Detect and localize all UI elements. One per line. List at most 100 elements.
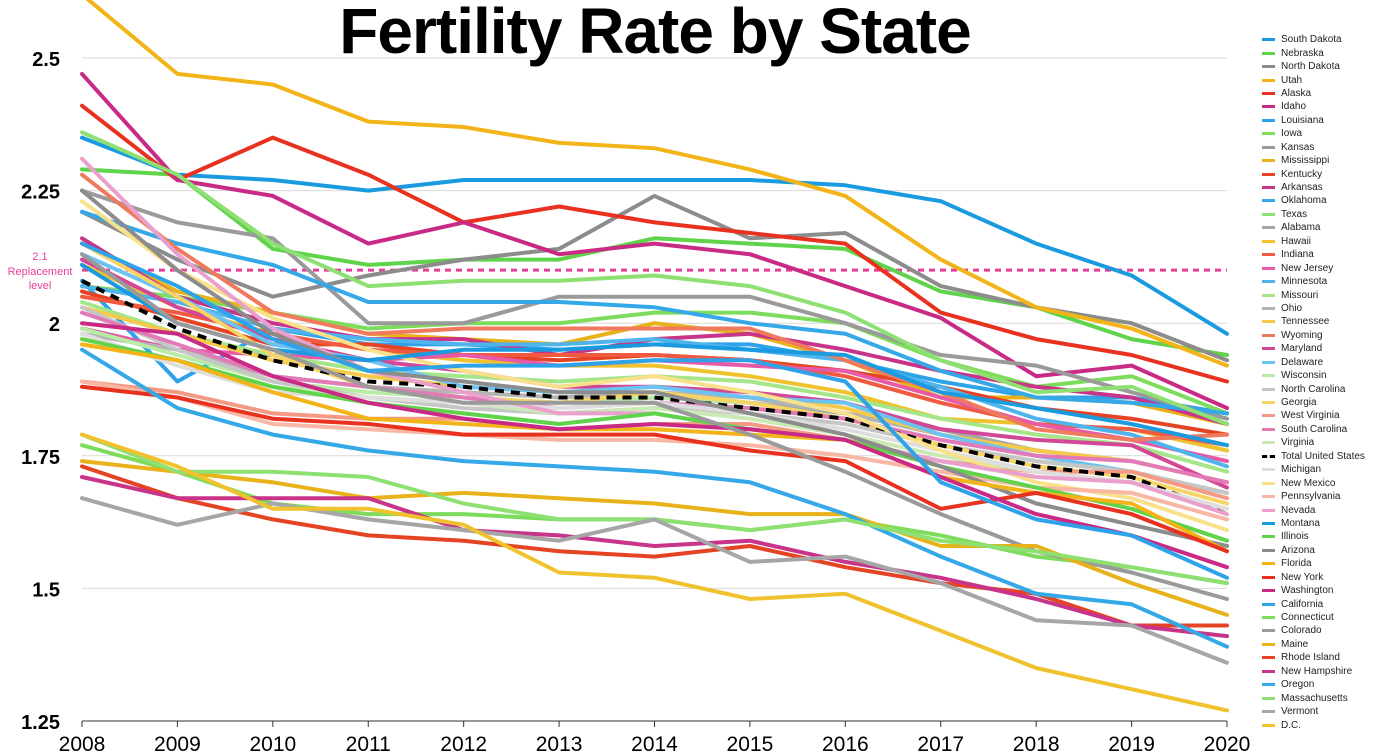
legend-item: Oklahoma bbox=[1262, 194, 1377, 207]
x-tick-label: 2020 bbox=[1204, 733, 1251, 754]
legend-label: Oklahoma bbox=[1281, 195, 1327, 207]
legend-item: Hawaii bbox=[1262, 235, 1377, 248]
legend-swatch bbox=[1262, 253, 1275, 257]
legend-item: Oregon bbox=[1262, 678, 1377, 691]
legend-swatch bbox=[1262, 266, 1275, 270]
legend-swatch bbox=[1262, 495, 1275, 499]
legend-swatch bbox=[1262, 172, 1275, 176]
legend-swatch bbox=[1262, 508, 1275, 512]
legend-item: Colorado bbox=[1262, 624, 1377, 637]
series-line-new-hampshire bbox=[80, 475, 1229, 639]
legend-swatch bbox=[1262, 468, 1275, 472]
legend-item: Nevada bbox=[1262, 503, 1377, 516]
series-line-south-dakota bbox=[80, 135, 1229, 336]
x-tick-label: 2015 bbox=[727, 733, 774, 754]
x-tick-label: 2017 bbox=[917, 733, 964, 754]
series-line-alaska bbox=[80, 103, 1229, 384]
legend-item: Louisiana bbox=[1262, 114, 1377, 127]
legend-swatch bbox=[1262, 293, 1275, 297]
legend-label: D.C. bbox=[1281, 719, 1301, 731]
legend-label: Indiana bbox=[1281, 249, 1314, 261]
legend-item: South Carolina bbox=[1262, 423, 1377, 436]
series-line-d-c bbox=[80, 432, 1229, 713]
series-line-idaho bbox=[80, 71, 1229, 411]
legend-swatch bbox=[1262, 401, 1275, 405]
legend-swatch bbox=[1262, 454, 1275, 458]
replacement-label-value: 2.1 bbox=[32, 251, 47, 263]
legend-label: Tennessee bbox=[1281, 316, 1330, 328]
series-line-wyoming bbox=[80, 172, 1229, 442]
legend-item: South Dakota bbox=[1262, 33, 1377, 46]
legend: South Dakota Nebraska North Dakota Utah Alas… bbox=[1262, 33, 1377, 732]
series-line-total-united-states bbox=[81, 279, 1228, 516]
legend-swatch bbox=[1262, 132, 1275, 136]
legend-label: Michigan bbox=[1281, 464, 1322, 476]
legend-item: Georgia bbox=[1262, 396, 1377, 409]
y-tick-label: 2 bbox=[49, 314, 60, 336]
legend-label: Delaware bbox=[1281, 356, 1324, 368]
legend-label: Nebraska bbox=[1281, 47, 1324, 59]
legend-label: Mississippi bbox=[1281, 155, 1330, 167]
legend-item: Wyoming bbox=[1262, 329, 1377, 342]
legend-label: South Dakota bbox=[1281, 34, 1342, 46]
legend-label: Louisiana bbox=[1281, 114, 1324, 126]
legend-swatch bbox=[1262, 159, 1275, 163]
legend-item: Pennsylvania bbox=[1262, 490, 1377, 503]
legend-label: Idaho bbox=[1281, 101, 1307, 113]
legend-swatch bbox=[1262, 589, 1275, 593]
series-line-california bbox=[80, 241, 1229, 580]
legend-swatch bbox=[1262, 239, 1275, 243]
legend-label: Kentucky bbox=[1281, 168, 1323, 180]
legend-swatch bbox=[1262, 280, 1275, 284]
legend-item: Alaska bbox=[1262, 87, 1377, 100]
legend-swatch bbox=[1262, 306, 1275, 310]
legend-item: Alabama bbox=[1262, 221, 1377, 234]
replacement-label-text: Replacement bbox=[8, 266, 73, 278]
legend-swatch bbox=[1262, 91, 1275, 95]
series-line-new-york bbox=[80, 384, 1229, 554]
legend-item: Minnesota bbox=[1262, 275, 1377, 288]
legend-label: Wyoming bbox=[1281, 329, 1323, 341]
legend-label: Pennsylvania bbox=[1281, 491, 1341, 503]
axes: 1.25 1.5 1.75 2 2.25 2.5 2008 2009 2010 2011 2012 2… bbox=[21, 49, 1250, 754]
legend-item: D.C. bbox=[1262, 718, 1377, 731]
legend-item: Connecticut bbox=[1262, 611, 1377, 624]
legend-swatch bbox=[1262, 629, 1275, 633]
legend-swatch bbox=[1262, 723, 1275, 727]
legend-item: Kansas bbox=[1262, 141, 1377, 154]
legend-swatch bbox=[1262, 562, 1275, 566]
legend-swatch bbox=[1262, 696, 1275, 700]
legend-item: Total United States bbox=[1262, 450, 1377, 463]
x-tick-label: 2016 bbox=[822, 733, 869, 754]
legend-label: Ohio bbox=[1281, 302, 1303, 314]
x-tick-label: 2012 bbox=[440, 733, 487, 754]
replacement-level-reference: 2.1 Replacement level bbox=[8, 251, 1227, 292]
legend-swatch bbox=[1262, 105, 1275, 109]
x-tick-label: 2014 bbox=[631, 733, 678, 754]
legend-label: Hawaii bbox=[1281, 235, 1312, 247]
legend-swatch bbox=[1262, 642, 1275, 646]
legend-swatch bbox=[1262, 616, 1275, 620]
x-tick-label: 2010 bbox=[249, 733, 296, 754]
legend-swatch bbox=[1262, 199, 1275, 203]
legend-label: Rhode Island bbox=[1281, 652, 1340, 664]
y-tick-label: 1.5 bbox=[32, 579, 60, 601]
legend-swatch bbox=[1262, 78, 1275, 82]
legend-item: Vermont bbox=[1262, 705, 1377, 718]
legend-swatch bbox=[1262, 374, 1275, 378]
legend-label: Montana bbox=[1281, 517, 1320, 529]
legend-item: Arkansas bbox=[1262, 181, 1377, 194]
x-tick-label: 2008 bbox=[59, 733, 106, 754]
legend-item: New York bbox=[1262, 571, 1377, 584]
legend-label: Washington bbox=[1281, 585, 1334, 597]
series-line-arizona bbox=[80, 188, 1229, 548]
legend-swatch bbox=[1262, 118, 1275, 122]
series-line-vermont bbox=[80, 496, 1229, 665]
legend-label: Vermont bbox=[1281, 706, 1319, 718]
legend-item: Illinois bbox=[1262, 530, 1377, 543]
legend-swatch bbox=[1262, 602, 1275, 606]
legend-label: Colorado bbox=[1281, 625, 1322, 637]
legend-swatch bbox=[1262, 521, 1275, 525]
legend-swatch bbox=[1262, 333, 1275, 337]
